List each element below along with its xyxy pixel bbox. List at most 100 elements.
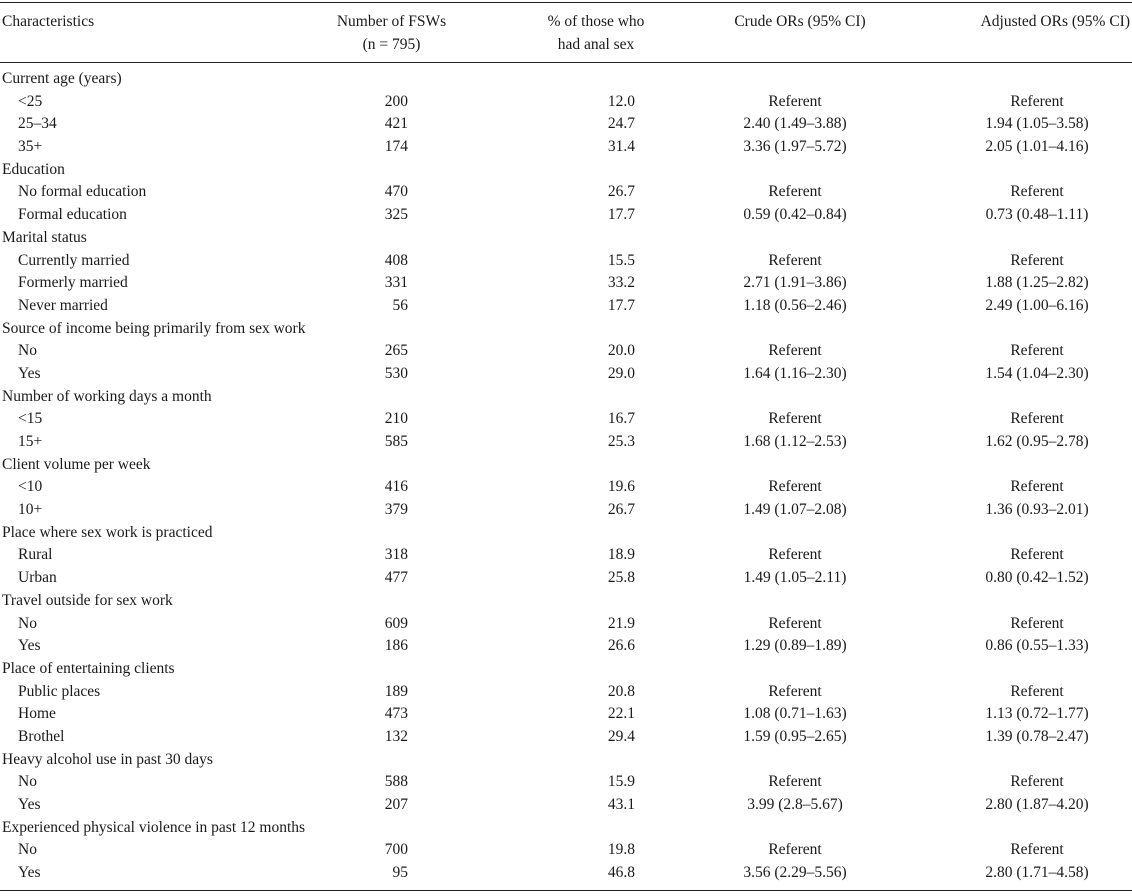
table-group-row: Education [0,159,1132,182]
row-adjusted-or: 1.88 (1.25–2.82) [985,274,1089,292]
row-crude-or: Referent [768,92,822,110]
header-number-line1: Number of FSWs [336,13,447,30]
row-label: Marital status [2,228,87,246]
row-percent: 33.2 [607,274,635,292]
row-crude-or: 3.36 (1.97–5.72) [743,138,847,156]
row-count: 331 [384,274,408,292]
header-characteristics: Characteristics [2,10,94,33]
table-row: <15 210 16.7 Referent Referent [0,408,1132,431]
row-count: 609 [384,614,408,632]
table-body: Current age (years) <25 200 12.0 Referent Ref… [0,68,1132,885]
row-count: 265 [384,342,408,360]
table-row: Urban 477 25.8 1.49 (1.05–2.11) 0.80 (0.42–1… [0,567,1132,590]
row-label: <15 [18,410,43,428]
row-label: Never married [18,296,108,314]
row-adjusted-or: Referent [1010,251,1064,269]
row-count: 207 [384,796,408,813]
row-label: 15+ [18,433,43,450]
row-label: Public places [18,682,101,700]
row-crude-or: 0.59 (0.42–0.84) [743,206,847,224]
row-crude-or: 1.08 (0.71–1.63) [743,705,847,723]
row-count: 210 [384,410,408,428]
row-label: Current age (years) [2,70,122,87]
row-label: No [18,614,37,632]
row-label: Formal education [18,206,127,224]
table-row: Rural 318 18.9 Referent Referent [0,544,1132,567]
row-percent: 25.3 [607,433,635,450]
row-percent: 15.5 [607,251,635,269]
row-count: 421 [384,115,408,133]
row-label: Education [2,160,65,178]
table-row: Home 473 22.1 1.08 (0.71–1.63) 1.13 (0.72–1.… [0,703,1132,726]
row-percent: 26.6 [607,637,635,655]
row-label: Yes [18,637,41,655]
row-label: Number of working days a month [2,387,212,405]
row-label: Heavy alcohol use in past 30 days [2,750,213,768]
row-adjusted-or: 2.80 (1.71–4.58) [985,864,1089,882]
row-label: 35+ [18,138,43,156]
row-percent: 21.9 [607,614,635,632]
row-percent: 29.4 [607,727,635,745]
row-crude-or: 3.56 (2.29–5.56) [743,864,847,882]
header-adjusted-label: Adjusted ORs (95% CI) [980,13,1130,30]
row-percent: 22.1 [607,705,635,723]
row-percent: 17.7 [607,296,635,314]
row-count: 200 [384,92,408,110]
table-header-rule [0,62,1132,63]
row-label: 10+ [18,501,43,519]
row-label: Brothel [18,727,65,745]
table-row: Currently married 408 15.5 Referent Referent [0,250,1132,273]
row-label: 25–34 [18,115,57,133]
row-percent: 25.8 [607,569,635,587]
row-label: Rural [18,546,53,564]
row-adjusted-or: Referent [1010,92,1064,110]
row-crude-or: Referent [768,682,822,700]
table-row: Never married 56 17.7 1.18 (0.56–2.46) 2.49 … [0,295,1132,318]
row-crude-or: Referent [768,251,822,269]
table-row: Yes 207 43.1 3.99 (2.8–5.67) 2.80 (1.87–4.20… [0,794,1132,817]
row-adjusted-or: Referent [1010,773,1064,791]
table-row: 35+ 174 31.4 3.36 (1.97–5.72) 2.05 (1.01–4.1… [0,136,1132,159]
table-group-row: Marital status [0,227,1132,250]
row-adjusted-or: 2.80 (1.87–4.20) [985,796,1089,813]
row-crude-or: Referent [768,614,822,632]
table-row: No 700 19.8 Referent Referent [0,839,1132,862]
row-adjusted-or: 2.49 (1.00–6.16) [985,296,1089,314]
row-label: Currently married [18,251,130,269]
row-label: Yes [18,796,41,813]
header-percent-line1: % of those who [547,13,645,30]
row-count: 408 [384,251,408,269]
row-percent: 26.7 [607,183,635,201]
row-percent: 46.8 [607,864,635,882]
row-percent: 19.8 [607,841,635,859]
table-row: <10 416 19.6 Referent Referent [0,476,1132,499]
row-label: Travel outside for sex work [2,591,173,609]
table-group-row: Source of income being primarily from se… [0,318,1132,341]
table-bottom-rule [0,890,1132,891]
row-adjusted-or: Referent [1010,410,1064,428]
row-label: Experienced physical violence in past 12… [2,818,306,836]
table-row: 25–34 421 24.7 2.40 (1.49–3.88) 1.94 (1.05–3… [0,113,1132,136]
row-adjusted-or: 1.39 (0.78–2.47) [985,727,1089,745]
row-crude-or: 1.18 (0.56–2.46) [743,296,847,314]
row-label: Formerly married [18,274,128,292]
row-percent: 15.9 [607,773,635,791]
row-label: Client volume per week [2,455,151,473]
row-crude-or: Referent [768,410,822,428]
table-group-row: Number of working days a month [0,386,1132,409]
table-row: 10+ 379 26.7 1.49 (1.07–2.08) 1.36 (0.93–2.0… [0,499,1132,522]
table-group-row: Client volume per week [0,454,1132,477]
row-crude-or: 2.71 (1.91–3.86) [743,274,847,292]
table-group-row: Current age (years) [0,68,1132,91]
row-count: 477 [384,569,408,587]
table-group-row: Travel outside for sex work [0,590,1132,613]
row-label: Place where sex work is practiced [2,523,213,541]
row-adjusted-or: 1.54 (1.04–2.30) [985,364,1089,382]
header-percent-line2: had anal sex [557,36,635,53]
table-group-row: Place of entertaining clients [0,658,1132,681]
row-adjusted-or: Referent [1010,841,1064,859]
row-adjusted-or: 0.86 (0.55–1.33) [985,637,1089,655]
row-adjusted-or: Referent [1010,342,1064,360]
row-crude-or: 1.49 (1.07–2.08) [743,501,847,519]
table-row: Yes 530 29.0 1.64 (1.16–2.30) 1.54 (1.04–2.3… [0,363,1132,386]
